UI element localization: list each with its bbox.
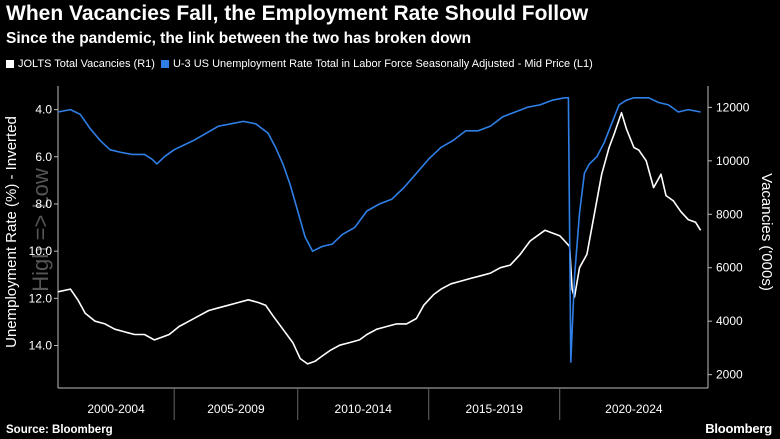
right-tick-label: 8000 xyxy=(716,207,743,221)
x-tick-label: 2005-2009 xyxy=(207,402,265,416)
right-tick-label: 10000 xyxy=(716,154,750,168)
right-tick-label: 6000 xyxy=(716,261,743,275)
right-tick-label: 4000 xyxy=(716,314,743,328)
chart-title: When Vacancies Fall, the Employment Rate… xyxy=(6,2,589,25)
legend-label-unemployment: U-3 US Unemployment Rate Total in Labor … xyxy=(172,58,593,70)
left-tick-label: 6.0 xyxy=(35,150,52,164)
left-tick-label: 12.0 xyxy=(29,291,53,305)
unemployment-line xyxy=(57,97,701,363)
x-tick-label: 2010-2014 xyxy=(335,402,393,416)
series-group xyxy=(57,97,702,365)
left-tick-label: 14.0 xyxy=(29,339,53,353)
right-axis-title: Vacancies ('000s) xyxy=(758,173,775,291)
watermark: High => Low xyxy=(28,168,53,292)
brand-logo: Bloomberg xyxy=(705,421,772,436)
legend-item-vacancies: JOLTS Total Vacancies (R1) xyxy=(6,58,155,70)
left-tick-label: 10.0 xyxy=(29,244,53,258)
x-tick-label: 2000-2004 xyxy=(87,402,145,416)
left-axis-title: Unemployment Rate (%) - Inverted xyxy=(3,116,20,348)
x-tick-label: 2020-2024 xyxy=(605,402,663,416)
right-tick-label: 2000 xyxy=(716,368,743,382)
left-tick-label: 8.0 xyxy=(35,197,52,211)
axes: 4.0 6.0 8.0 10.0 12.0 14.0 2000 4000 6000 8000 100… xyxy=(29,86,750,420)
legend: JOLTS Total Vacancies (R1) U-3 US Unempl… xyxy=(6,58,599,70)
x-tick-label: 2015-2019 xyxy=(466,402,524,416)
legend-item-unemployment: U-3 US Unemployment Rate Total in Labor … xyxy=(160,58,593,70)
left-tick-label: 4.0 xyxy=(35,103,52,117)
source-note: Source: Bloomberg xyxy=(6,424,113,436)
chart-subtitle: Since the pandemic, the link between the… xyxy=(6,30,472,47)
right-tick-label: 12000 xyxy=(716,100,750,114)
vacancies-line xyxy=(57,111,702,365)
legend-label-vacancies: JOLTS Total Vacancies (R1) xyxy=(18,58,155,70)
legend-swatch-unemployment xyxy=(160,60,169,68)
legend-swatch-vacancies xyxy=(6,60,14,68)
